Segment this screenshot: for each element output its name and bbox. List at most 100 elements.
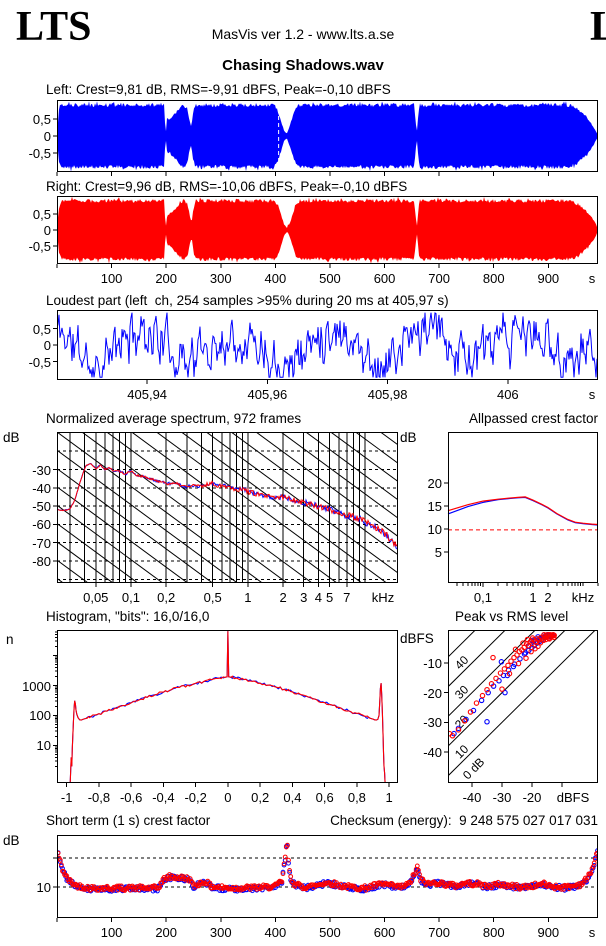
diagonal-line-label: 40 <box>452 653 472 673</box>
tick-label: -0,5 <box>28 239 51 254</box>
tick-label: -10 <box>423 655 442 671</box>
tick-label: 400 <box>264 925 287 940</box>
right-waveform-plot <box>57 196 598 264</box>
short-term-crest-factor-plot <box>57 842 598 894</box>
tick-label: -1 <box>60 790 73 805</box>
tick-label: -30 <box>423 715 442 731</box>
tick-label: 0 <box>43 129 51 144</box>
right-channel-stats: Right: Crest=9,96 dB, RMS=-10,06 dBFS, P… <box>46 179 408 194</box>
diagonal-line-label: 30 <box>452 682 472 702</box>
axis-unit-label: s <box>588 925 596 940</box>
tick-label: 10 <box>36 879 51 895</box>
tick-label: 0,5 <box>203 590 222 605</box>
tick-label: -60 <box>32 517 51 533</box>
tick-label: 0,05 <box>83 590 109 605</box>
histogram-ylabel: n <box>6 632 14 647</box>
tick-label: 10 <box>36 738 51 754</box>
tick-label: 0,8 <box>347 790 366 805</box>
tick-label: 4 <box>314 590 322 605</box>
logo-right: LTS <box>590 4 606 50</box>
tick-label: 900 <box>537 271 560 286</box>
allpassed-crest-factor-plot <box>447 496 599 531</box>
histogram-title: Histogram, "bits": 16,0/16,0 <box>46 609 210 624</box>
tick-label: 800 <box>482 271 505 286</box>
tick-label: 405,98 <box>367 387 408 402</box>
spectrum-ylabel-left: dB <box>3 430 20 445</box>
tick-label: -0,6 <box>119 790 143 805</box>
tick-label: 0,5 <box>32 321 51 337</box>
axis-unit-label: kHz <box>371 590 395 605</box>
tick-label: 500 <box>319 925 341 940</box>
tick-label: 0,2 <box>251 790 270 805</box>
tick-label: 300 <box>209 925 232 940</box>
axis-unit-label: s <box>588 387 596 402</box>
peak-vs-rms-title: Peak vs RMS level <box>455 609 569 624</box>
spectrum-ylabel-right: dB <box>400 430 417 445</box>
tick-label: -70 <box>32 535 51 551</box>
tick-label: 405,96 <box>247 387 288 402</box>
tick-label: 0,6 <box>315 790 334 805</box>
tick-label: -30 <box>32 462 51 478</box>
checksum-value: Checksum (energy): 9 248 575 027 017 031 <box>330 813 598 828</box>
tick-label: -0,5 <box>28 146 51 161</box>
tick-label: 5 <box>326 590 334 605</box>
tick-label: -20 <box>522 790 542 805</box>
tick-label: 0,1 <box>473 590 492 605</box>
spectrum-title: Normalized average spectrum, 972 frames <box>46 411 302 426</box>
tick-label: 0 <box>43 223 51 238</box>
tick-label: -30 <box>492 790 512 805</box>
tick-label: 15 <box>427 499 442 515</box>
tick-label: 405,94 <box>127 387 168 402</box>
short-term-ylabel: dB <box>3 833 20 848</box>
average-spectrum-plot <box>57 432 398 583</box>
tick-label: 0,5 <box>32 207 51 222</box>
tick-label: 600 <box>373 271 396 286</box>
tick-label: 10 <box>427 522 442 538</box>
left-channel-stats: Left: Crest=9,81 dB, RMS=-9,91 dBFS, Pea… <box>46 82 391 97</box>
tick-label: 300 <box>209 271 232 286</box>
app-version-line: MasVis ver 1.2 - www.lts.a.se <box>211 26 395 42</box>
tick-label: 1 <box>385 790 393 805</box>
tick-label: 0 <box>224 790 232 805</box>
tick-label: -40 <box>462 790 482 805</box>
diagonal-line-label: 10 <box>452 742 472 762</box>
tick-label: 0 <box>43 338 51 353</box>
axis-unit-label: dBFS <box>556 790 590 805</box>
tick-label: -40 <box>32 480 51 496</box>
tick-label: -0,8 <box>87 790 111 805</box>
tick-label: 200 <box>155 925 178 940</box>
tick-label: 3 <box>300 590 308 605</box>
tick-label: -0,4 <box>152 790 175 805</box>
tick-label: 1 <box>244 590 252 605</box>
tick-label: 7 <box>343 590 351 605</box>
histogram-plot <box>57 631 398 783</box>
axis-unit-label: s <box>588 271 596 286</box>
peak-ylabel: dBFS <box>400 631 434 646</box>
tick-label: 200 <box>155 271 178 286</box>
tick-label: -20 <box>423 685 442 701</box>
tick-label: 600 <box>373 925 396 940</box>
logo-left: LTS <box>16 4 92 50</box>
tick-label: -0,5 <box>28 354 51 370</box>
short-term-title: Short term (1 s) crest factor <box>46 813 211 828</box>
tick-label: 800 <box>482 925 505 940</box>
left-waveform-plot <box>57 101 598 172</box>
tick-label: -50 <box>32 499 51 515</box>
tick-label: 1 <box>529 590 537 605</box>
tick-label: 2 <box>279 590 287 605</box>
loudest-part-title: Loudest part (left ch, 254 samples >95% … <box>46 293 449 308</box>
axis-unit-label: kHz <box>571 590 595 605</box>
tick-label: 500 <box>319 271 341 286</box>
tick-label: 0,5 <box>32 112 51 127</box>
tick-label: 700 <box>428 271 450 286</box>
tick-label: 100 <box>100 925 123 940</box>
tick-label: 0,2 <box>157 590 176 605</box>
tick-label: -0,2 <box>184 790 207 805</box>
tick-label: -40 <box>423 745 442 761</box>
tick-label: 100 <box>29 708 51 724</box>
tick-label: 0,4 <box>283 790 302 805</box>
tick-label: -80 <box>32 554 51 570</box>
